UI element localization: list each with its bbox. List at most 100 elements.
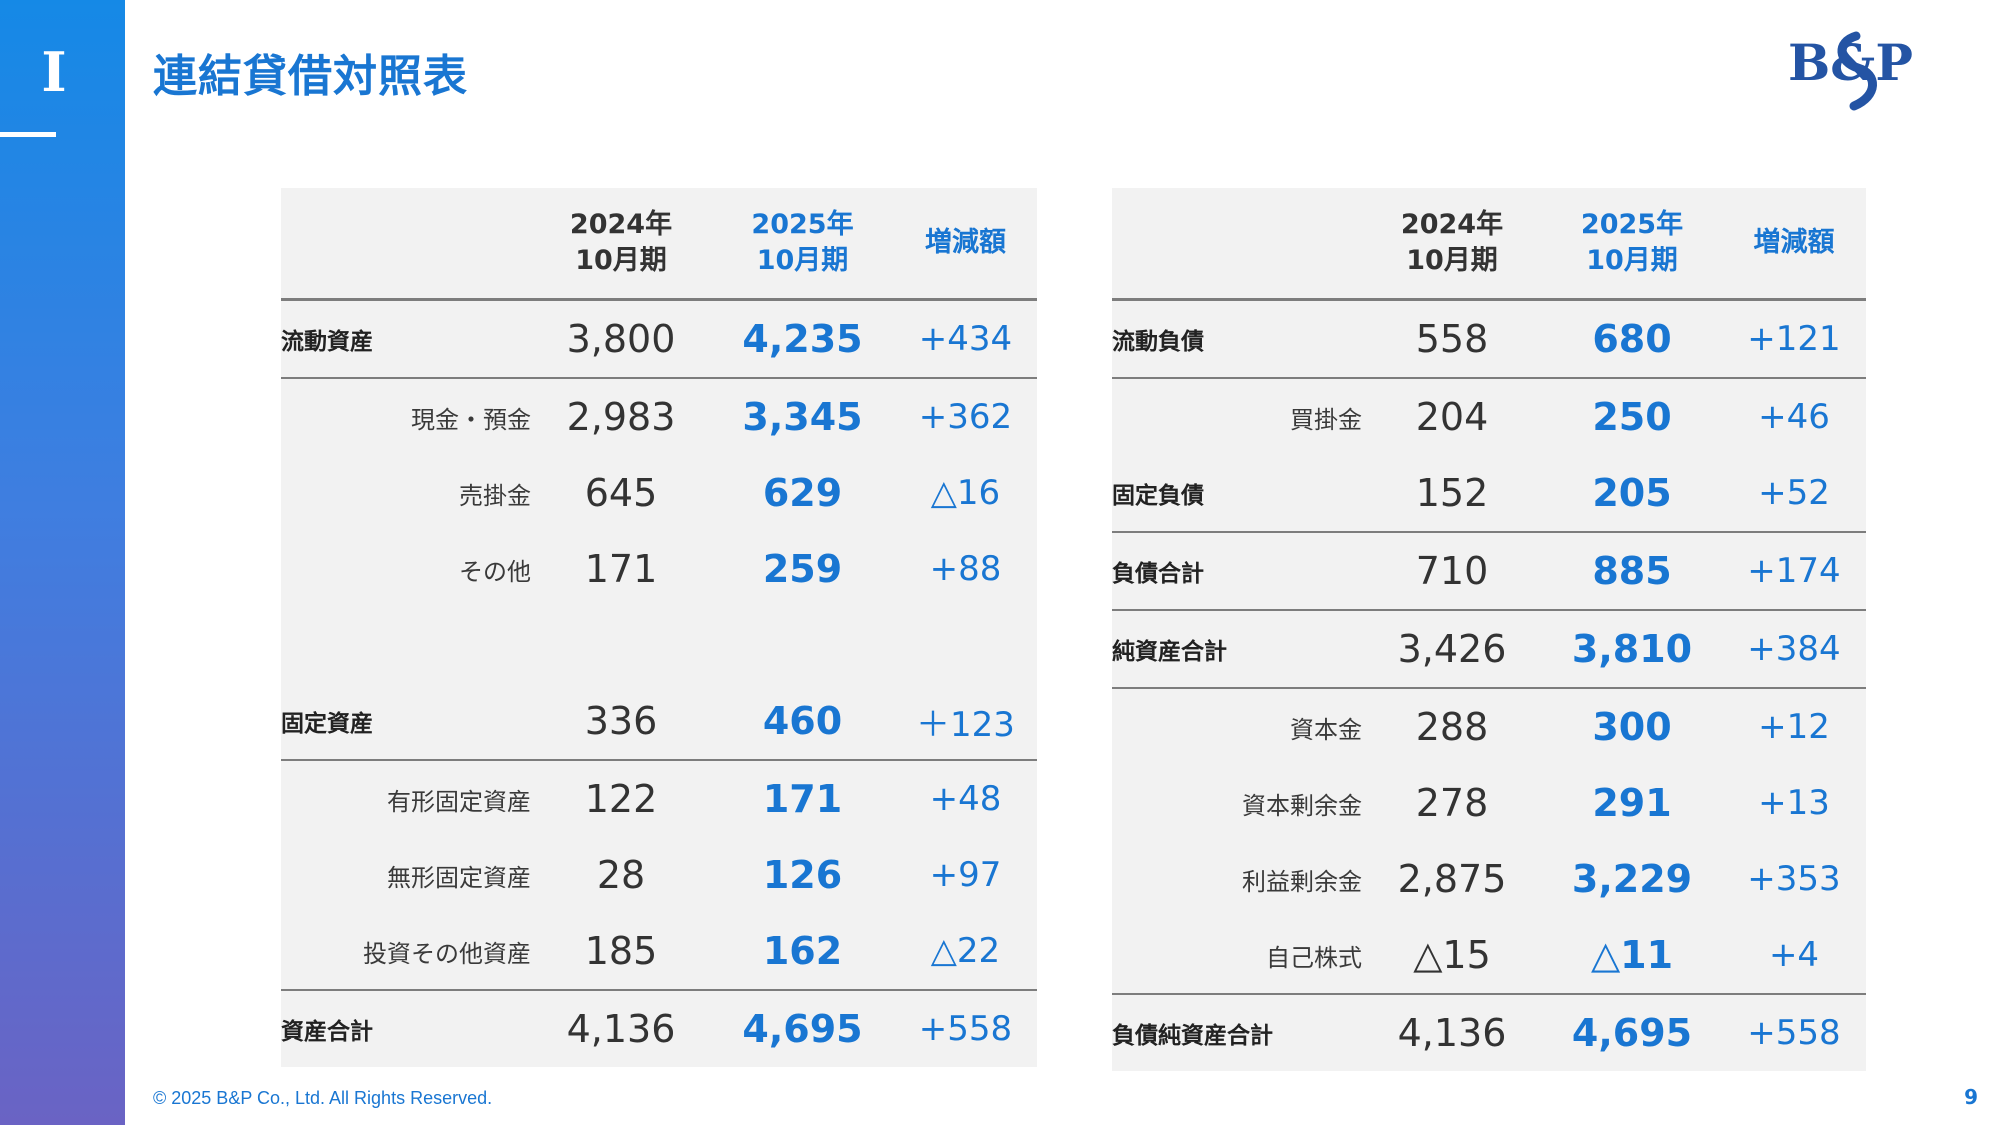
- value-prev: 3,426: [1362, 610, 1542, 689]
- table-row: 売掛金 645 629 △16: [281, 455, 1037, 531]
- assets-header-diff: 増減額: [894, 188, 1037, 301]
- row-label: 売掛金: [459, 481, 531, 510]
- value-prev: 558: [1362, 299, 1542, 379]
- value-prev: 2,875: [1397, 857, 1507, 901]
- value-curr: 460: [711, 683, 894, 761]
- row-label: 投資その他資産: [281, 913, 531, 991]
- row-label: 利益剰余金: [1242, 867, 1362, 896]
- row-label: 有形固定資産: [387, 787, 531, 816]
- value-curr: [711, 607, 894, 683]
- table-row: その他 171 259 +88: [281, 531, 1037, 607]
- value-curr: 291: [1592, 781, 1672, 825]
- value-diff: +4: [1722, 917, 1866, 995]
- value-prev: 2,983: [566, 395, 676, 439]
- table-row: 流動負債 558 680 +121: [1112, 299, 1866, 379]
- assets-header-row: 2024年 10月期 2025年 10月期 増減額: [281, 188, 1037, 301]
- row-label: 無形固定資産: [387, 863, 531, 892]
- table-row: 固定資産 336 460 ＋123: [281, 683, 1037, 761]
- assets-header-curr: 2025年 10月期: [711, 188, 894, 301]
- liabilities-header-label: [1112, 188, 1362, 301]
- value-diff: +174: [1722, 532, 1866, 611]
- table-row: 固定負債 152 205 +52: [1112, 455, 1866, 533]
- value-prev: 122: [584, 777, 658, 821]
- value-diff: +121: [1722, 299, 1866, 379]
- liabilities-header-diff: 増減額: [1722, 188, 1866, 301]
- value-diff: +97: [929, 855, 1002, 895]
- row-label: 流動資産: [281, 299, 531, 379]
- table-row: 純資産合計 3,426 3,810 +384: [1112, 610, 1866, 689]
- value-prev: 288: [1415, 705, 1489, 749]
- value-diff: △16: [930, 473, 1001, 513]
- value-prev: 3,800: [531, 299, 711, 379]
- value-curr: 250: [1592, 395, 1672, 439]
- value-prev: 710: [1362, 532, 1542, 611]
- assets-table: 2024年 10月期 2025年 10月期 増減額 流動資産 3,800 4,235…: [281, 188, 1037, 1067]
- value-diff: +558: [918, 1009, 1013, 1049]
- table-row: 負債合計 710 885 +174: [1112, 532, 1866, 611]
- value-prev: 4,136: [566, 1007, 676, 1051]
- row-label: [281, 607, 531, 683]
- logo-swirl: [1837, 31, 1877, 111]
- value-curr: 629: [762, 471, 843, 515]
- value-prev: △15: [1362, 917, 1542, 995]
- value-prev: [531, 607, 711, 683]
- value-diff: △22: [894, 913, 1037, 991]
- row-label: 流動負債: [1112, 299, 1362, 379]
- table-row: 資本剰余金 278 291 +13: [1112, 765, 1866, 841]
- table-row: 有形固定資産 122 171 +48: [281, 760, 1037, 837]
- value-diff: ＋123: [894, 683, 1037, 761]
- value-curr: 126: [762, 853, 843, 897]
- row-label: 資産合計: [281, 1019, 373, 1045]
- value-curr: 300: [1592, 705, 1672, 749]
- value-prev: 28: [596, 853, 646, 897]
- table-row: 現金・預金 2,983 3,345 +362: [281, 378, 1037, 455]
- value-diff: [894, 607, 1037, 683]
- value-diff: +46: [1758, 397, 1830, 437]
- value-curr: 885: [1542, 532, 1722, 611]
- value-prev: 4,136: [1397, 1011, 1507, 1055]
- value-diff: +558: [1747, 1013, 1841, 1053]
- value-diff: +48: [929, 779, 1002, 819]
- row-label: 純資産合計: [1112, 610, 1362, 689]
- table-row: 流動資産 3,800 4,235 +434: [281, 299, 1037, 379]
- row-label: 固定負債: [1112, 455, 1362, 533]
- assets-header-label: [281, 188, 531, 301]
- liabilities-table: 2024年 10月期 2025年 10月期 増減額 流動負債 558 680 +121…: [1112, 188, 1866, 1071]
- value-prev: 152: [1362, 455, 1542, 533]
- page-title: 連結貸借対照表: [153, 51, 468, 102]
- table-row: 投資その他資産 185 162 △22: [281, 913, 1037, 991]
- page-number: 9: [1964, 1085, 1978, 1109]
- value-diff: +13: [1758, 783, 1830, 823]
- value-curr: 3,229: [1571, 857, 1693, 901]
- spacer-row: [281, 607, 1037, 683]
- row-label: 負債合計: [1112, 532, 1362, 611]
- table-row: 資産合計 4,136 4,695 +558: [281, 990, 1037, 1067]
- section-numeral: Ⅰ: [41, 40, 67, 104]
- value-curr: 259: [762, 547, 843, 591]
- value-curr: 162: [711, 913, 894, 991]
- row-label: その他: [459, 557, 531, 586]
- table-row: 買掛金 204 250 +46: [1112, 378, 1866, 455]
- value-diff: +353: [1747, 859, 1841, 899]
- row-label: 自己株式: [1112, 917, 1362, 995]
- value-prev: 204: [1415, 395, 1489, 439]
- value-curr: 171: [762, 777, 843, 821]
- row-label: 資本剰余金: [1242, 791, 1362, 820]
- table-row: 自己株式 △15 △11 +4: [1112, 917, 1866, 995]
- table-row: 負債純資産合計 4,136 4,695 +558: [1112, 994, 1866, 1071]
- row-label: 負債純資産合計: [1112, 1023, 1273, 1049]
- value-prev: 336: [531, 683, 711, 761]
- value-diff: +12: [1758, 707, 1830, 747]
- value-curr: 680: [1542, 299, 1722, 379]
- value-curr: 3,345: [742, 395, 863, 439]
- value-prev: 645: [584, 471, 658, 515]
- value-curr: 205: [1542, 455, 1722, 533]
- row-label: 現金・預金: [411, 405, 531, 434]
- value-curr: 4,695: [742, 1007, 863, 1051]
- value-curr: △11: [1542, 917, 1722, 995]
- value-diff: +384: [1722, 610, 1866, 689]
- value-prev: 185: [531, 913, 711, 991]
- liabilities-header-row: 2024年 10月期 2025年 10月期 増減額: [1112, 188, 1866, 301]
- liabilities-header-curr: 2025年 10月期: [1542, 188, 1722, 301]
- table-row: 資本金 288 300 +12: [1112, 688, 1866, 765]
